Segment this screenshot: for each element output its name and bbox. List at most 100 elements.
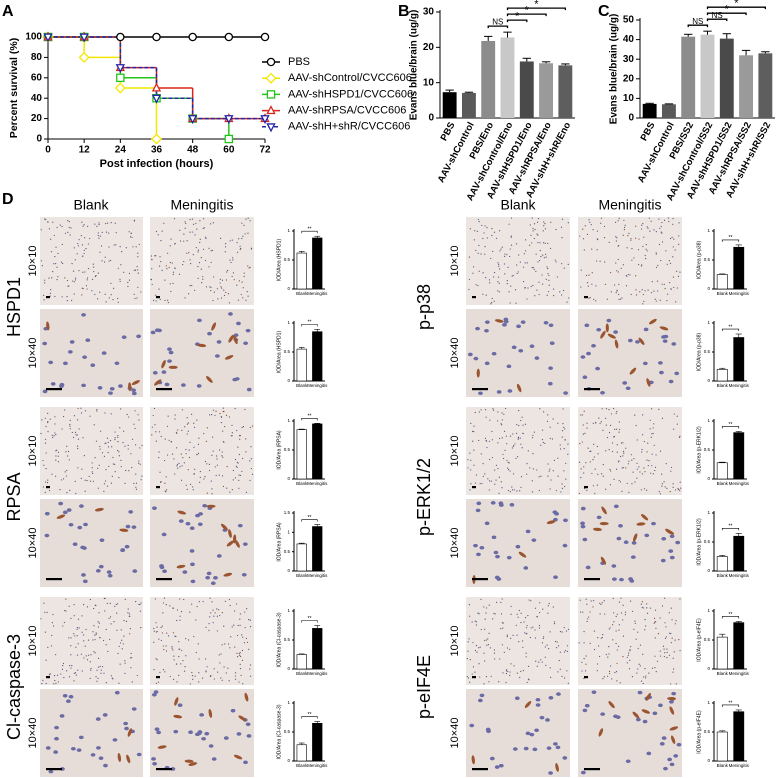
cell-dot xyxy=(133,220,135,222)
nucleus xyxy=(82,579,88,584)
cell-dot xyxy=(134,269,137,271)
cell-dot xyxy=(630,293,632,296)
cell-dot xyxy=(492,250,494,253)
nucleus xyxy=(237,523,243,528)
cell-dot xyxy=(196,605,198,608)
cell-dot xyxy=(160,481,162,483)
cell-dot xyxy=(70,617,72,619)
cell-dot xyxy=(672,668,675,670)
cell-dot xyxy=(172,271,175,273)
nucleus xyxy=(675,540,681,545)
cell-dot xyxy=(673,413,675,415)
cell-dot xyxy=(669,237,672,240)
stained-cell xyxy=(476,368,480,378)
cell-dot xyxy=(661,417,664,419)
nucleus xyxy=(228,312,233,316)
cell-dot xyxy=(127,608,129,610)
cell-dot xyxy=(212,609,214,611)
cell-dot xyxy=(234,646,236,648)
cell-dot xyxy=(85,285,88,287)
cell-dot xyxy=(169,605,171,607)
cell-dot xyxy=(542,283,544,285)
cell-dot xyxy=(672,246,674,248)
cell-dot xyxy=(624,614,627,616)
micrograph xyxy=(578,217,682,305)
cell-dot xyxy=(678,243,680,245)
stained-cell xyxy=(126,754,131,764)
x-tick-label: 48 xyxy=(187,145,199,156)
cell-dot xyxy=(632,471,634,473)
cell-dot xyxy=(44,631,47,633)
cell-dot xyxy=(674,623,676,625)
cell-dot xyxy=(661,473,663,475)
cell-dot xyxy=(557,475,559,477)
cell-dot xyxy=(482,272,484,274)
cell-dot xyxy=(248,648,250,650)
cell-dot xyxy=(626,247,628,249)
cell-dot xyxy=(642,293,644,296)
cell-dot xyxy=(568,297,570,299)
cell-dot xyxy=(60,673,62,675)
cell-dot xyxy=(609,468,611,471)
legend-label: PBS xyxy=(288,56,310,68)
cell-dot xyxy=(516,613,518,615)
cell-dot xyxy=(104,256,106,258)
nucleus xyxy=(81,313,86,317)
cell-dot xyxy=(580,611,582,613)
cell-dot xyxy=(105,442,107,444)
cell-dot xyxy=(245,218,247,220)
cell-dot xyxy=(534,295,536,297)
cell-dot xyxy=(516,264,518,266)
cell-dot xyxy=(480,409,482,411)
cell-dot xyxy=(63,676,65,679)
cell-dot xyxy=(498,265,500,267)
cell-dot xyxy=(548,602,550,605)
cell-dot xyxy=(114,463,116,465)
cell-dot xyxy=(76,627,79,629)
cell-dot xyxy=(503,255,506,257)
nucleus xyxy=(668,379,674,384)
cell-dot xyxy=(547,414,549,416)
cell-dot xyxy=(546,644,548,646)
stained-cell xyxy=(546,520,556,525)
cell-dot xyxy=(504,407,507,410)
cell-dot xyxy=(76,434,78,436)
cell-dot xyxy=(81,615,83,617)
nucleus xyxy=(210,581,216,586)
cell-dot xyxy=(508,462,510,464)
cell-dot xyxy=(563,485,566,488)
cell-dot xyxy=(210,480,212,482)
cell-dot xyxy=(677,275,680,278)
cell-dot xyxy=(238,479,240,481)
cell-dot xyxy=(118,477,120,479)
cell-dot xyxy=(243,275,245,278)
cell-dot xyxy=(537,241,539,244)
cell-dot xyxy=(659,299,661,301)
cell-dot xyxy=(594,492,596,494)
cell-dot xyxy=(165,265,167,267)
cell-dot xyxy=(583,472,585,474)
bar xyxy=(739,55,754,118)
cell-dot xyxy=(484,225,486,227)
cell-dot xyxy=(131,657,133,659)
nucleus xyxy=(53,750,59,754)
nucleus xyxy=(520,320,526,324)
cell-dot xyxy=(134,427,136,430)
cell-dot xyxy=(486,446,488,449)
cell-dot xyxy=(106,485,109,487)
cell-dot xyxy=(137,269,139,271)
cell-dot xyxy=(669,262,672,264)
cell-dot xyxy=(59,489,61,491)
cell-dot xyxy=(510,605,512,608)
cell-dot xyxy=(122,643,124,645)
cell-dot xyxy=(618,244,620,247)
cell-dot xyxy=(172,607,175,609)
significance-label: ** xyxy=(308,320,312,326)
cell-dot xyxy=(536,665,538,667)
nucleus xyxy=(596,327,602,332)
nucleus xyxy=(669,555,675,560)
cell-dot xyxy=(237,299,240,301)
nucleus xyxy=(548,771,553,775)
cell-dot xyxy=(216,458,218,460)
y-axis-label: Percent survival (%) xyxy=(8,38,20,138)
